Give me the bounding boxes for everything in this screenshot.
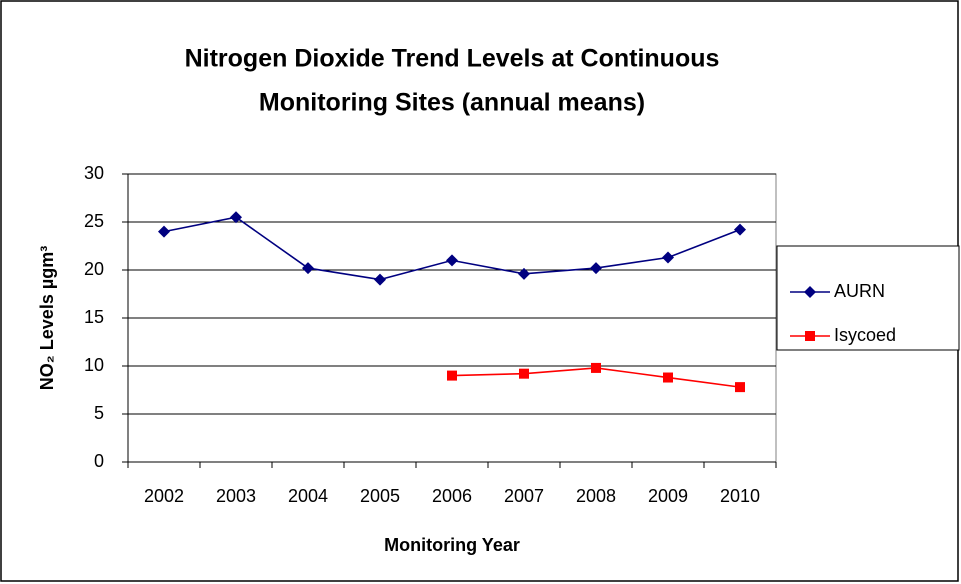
data-point bbox=[446, 254, 458, 267]
data-point bbox=[734, 223, 746, 236]
data-point bbox=[518, 267, 530, 280]
legend-label: Isycoed bbox=[834, 325, 896, 345]
data-point bbox=[302, 262, 314, 275]
y-tick-label: 0 bbox=[94, 451, 104, 471]
data-point bbox=[735, 382, 745, 393]
x-tick-label: 2008 bbox=[576, 486, 616, 506]
legend-marker bbox=[804, 286, 816, 298]
x-tick-label: 2006 bbox=[432, 486, 472, 506]
data-point bbox=[158, 225, 170, 238]
y-axis-title: NO₂ Levels µgm³ bbox=[37, 246, 57, 390]
y-tick-label: 5 bbox=[94, 403, 104, 423]
data-point bbox=[230, 211, 242, 224]
x-tick-label: 2002 bbox=[144, 486, 184, 506]
y-tick-label: 10 bbox=[84, 355, 104, 375]
y-tick-label: 25 bbox=[84, 211, 104, 231]
x-tick-label: 2005 bbox=[360, 486, 400, 506]
x-tick-label: 2004 bbox=[288, 486, 328, 506]
data-point bbox=[590, 262, 602, 275]
y-tick-label: 20 bbox=[84, 259, 104, 279]
y-tick-label: 15 bbox=[84, 307, 104, 327]
chart-title: Nitrogen Dioxide Trend Levels at Continu… bbox=[185, 45, 720, 73]
data-point bbox=[374, 273, 386, 286]
data-point bbox=[663, 372, 673, 383]
x-tick-label: 2010 bbox=[720, 486, 760, 506]
chart-title: Monitoring Sites (annual means) bbox=[259, 89, 645, 117]
legend-label: AURN bbox=[834, 281, 885, 301]
data-point bbox=[662, 251, 674, 264]
x-tick-label: 2007 bbox=[504, 486, 544, 506]
x-tick-label: 2003 bbox=[216, 486, 256, 506]
legend-marker bbox=[805, 331, 815, 341]
data-point bbox=[447, 370, 457, 381]
y-tick-label: 30 bbox=[84, 163, 104, 183]
x-axis-title: Monitoring Year bbox=[384, 535, 520, 555]
data-point bbox=[591, 362, 601, 373]
x-tick-label: 2009 bbox=[648, 486, 688, 506]
data-point bbox=[519, 368, 529, 379]
